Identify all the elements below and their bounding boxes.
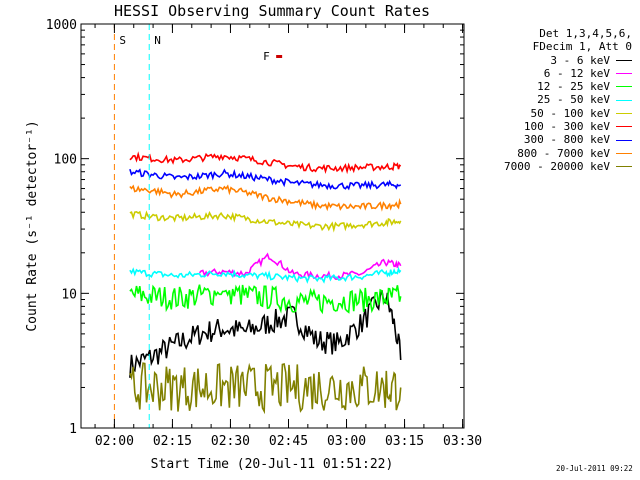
x-tick-label: 02:15 [153, 434, 192, 449]
series-line [129, 210, 402, 233]
series-line [129, 184, 402, 212]
y-tick-label: 1 [69, 422, 77, 437]
series-line [129, 168, 402, 191]
legend-entry: 300 - 800 keV [478, 133, 632, 146]
series-layer [129, 151, 402, 415]
legend-label: 12 - 25 keV [537, 80, 610, 94]
annotation-layer: S N F [113, 24, 283, 428]
y-axis-label: Count Rate (s⁻¹ detector⁻¹) [25, 120, 40, 331]
flare-flag-mark [276, 55, 283, 58]
y-tick-label: 10 [61, 287, 77, 302]
legend-header-line: Det 1,3,4,5,6, [539, 27, 632, 40]
y-tick-label: 1000 [46, 18, 77, 33]
legend-entry: 100 - 300 keV [478, 120, 632, 133]
legend-label: 50 - 100 keV [530, 106, 610, 120]
x-tick-label: 02:00 [95, 434, 134, 449]
legend-label: 100 - 300 keV [523, 120, 610, 134]
series-line [129, 266, 402, 284]
legend: Det 1,3,4,5,6, FDecim 1, Att 0 3 - 6 keV… [478, 27, 632, 173]
legend-entry: 800 - 7000 keV [478, 147, 632, 160]
generated-timestamp: 20-Jul-2011 09:22 [556, 464, 633, 473]
legend-swatch [616, 112, 632, 114]
legend-swatch [616, 152, 632, 154]
series-line [129, 284, 402, 315]
legend-entry: 25 - 50 keV [478, 93, 632, 106]
y-tick-label: 100 [54, 153, 77, 168]
legend-entry: 50 - 100 keV [478, 107, 632, 120]
series-line [129, 289, 402, 378]
x-axis-label: Start Time (20-Jul-11 01:51:22) [151, 457, 394, 472]
annotation-label: F [263, 50, 270, 63]
legend-entry: 7000 - 20000 keV [478, 160, 632, 173]
legend-swatch [616, 73, 632, 75]
legend-entries: 3 - 6 keV 6 - 12 keV 12 - 25 keV 25 - 50 ke… [478, 54, 632, 174]
legend-swatch [616, 86, 632, 88]
legend-label: 6 - 12 keV [543, 66, 610, 80]
series-line [129, 151, 402, 175]
legend-label: 800 - 7000 keV [517, 146, 610, 160]
x-tick-label: 02:30 [211, 434, 250, 449]
x-axis: 02:00 02:15 02:30 02:45 03:00 03:15 03:30 [94, 24, 482, 449]
legend-entry: 3 - 6 keV [478, 54, 632, 67]
legend-label: 300 - 800 keV [523, 133, 610, 147]
legend-swatch [616, 166, 632, 168]
legend-swatch [616, 59, 632, 61]
legend-header-line: FDecim 1, Att 0 [532, 40, 632, 54]
legend-swatch [616, 99, 632, 101]
legend-entry: 6 - 12 keV [478, 67, 632, 80]
legend-swatch [616, 126, 632, 128]
x-tick-label: 03:15 [385, 434, 424, 449]
x-tick-label: 02:45 [269, 434, 308, 449]
series-line [129, 362, 402, 415]
legend-entry: 12 - 25 keV [478, 80, 632, 93]
legend-label: 7000 - 20000 keV [504, 159, 610, 173]
annotation-label: N [154, 34, 161, 47]
y-axis: 1 10 100 1000 [46, 18, 464, 437]
x-tick-label: 03:30 [443, 434, 482, 449]
annotation-label: S [119, 34, 126, 47]
legend-label: 25 - 50 keV [537, 93, 610, 107]
chart-title: HESSI Observing Summary Count Rates [114, 2, 430, 20]
legend-label: 3 - 6 keV [550, 53, 610, 67]
legend-swatch [616, 139, 632, 141]
x-tick-label: 03:00 [327, 434, 366, 449]
plot-frame [80, 23, 465, 429]
